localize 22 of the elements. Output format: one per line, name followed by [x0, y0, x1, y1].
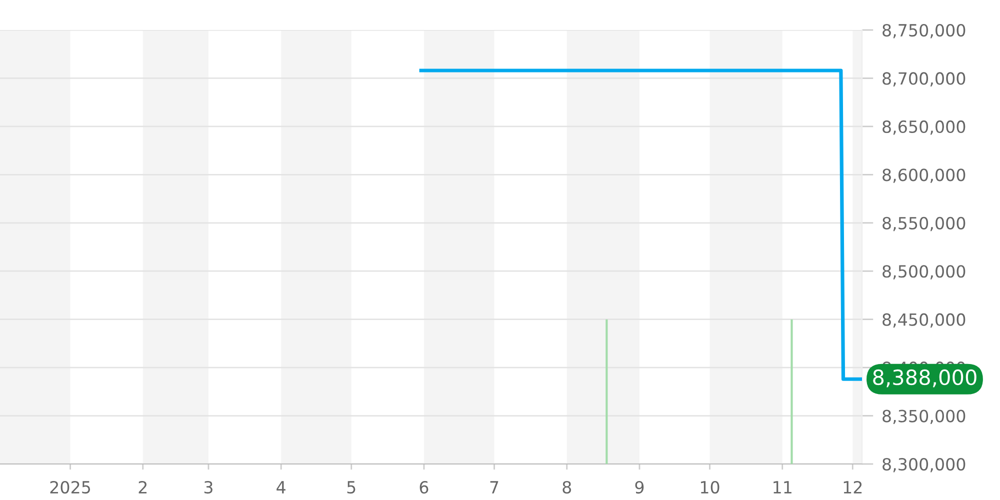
y-tick-label: 8,600,000: [882, 168, 966, 183]
x-tick-label: 5: [347, 481, 356, 494]
x-tick-label: 2025: [50, 480, 90, 494]
x-tick-label: 2: [138, 480, 147, 494]
x-tick-label: 11: [774, 481, 792, 494]
x-tick-label: 9: [635, 480, 644, 494]
y-tick-label: 8,700,000: [882, 72, 966, 86]
x-tick-label: 4: [276, 481, 286, 494]
x-tick-label: 10: [700, 480, 720, 494]
x-tick-label: 7: [490, 481, 498, 494]
y-tick-label: 8,450,000: [882, 313, 966, 328]
y-tick-label: 8,350,000: [882, 410, 966, 424]
x-tick-label: 6: [420, 480, 428, 494]
y-tick-label: 8,650,000: [882, 120, 966, 135]
y-tick-label: 8,300,000: [882, 458, 966, 472]
y-tick-label: 8,750,000: [882, 24, 966, 38]
annotation: 8,388,000: [873, 369, 976, 388]
x-tick-label: 3: [204, 480, 212, 494]
y-tick-label: 8,550,000: [882, 216, 966, 232]
x-tick-label: 8: [562, 480, 572, 494]
y-tick-label: 8,500,000: [882, 265, 966, 280]
x-tick-label: 12: [844, 480, 862, 494]
